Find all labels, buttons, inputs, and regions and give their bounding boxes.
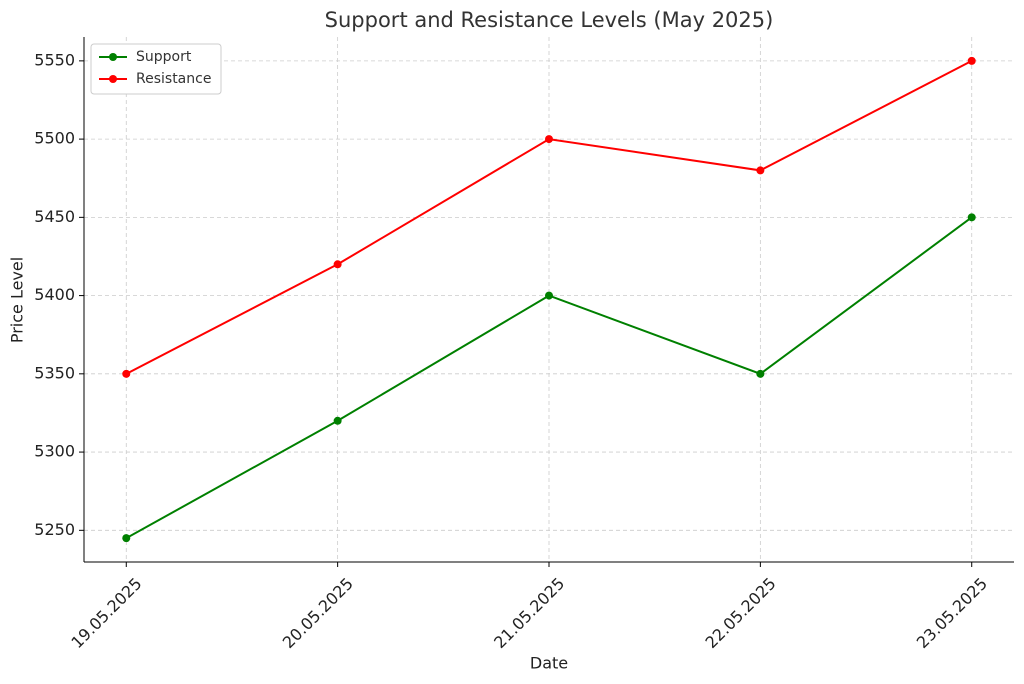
x-tick-label: 21.05.2025 bbox=[490, 574, 568, 652]
data-point bbox=[333, 260, 342, 269]
y-tick-label: 5400 bbox=[34, 285, 75, 304]
data-point bbox=[122, 534, 131, 543]
data-point bbox=[122, 369, 131, 378]
legend-label: Support bbox=[136, 49, 192, 65]
legend: Support Resistance bbox=[90, 43, 222, 95]
legend-label: Resistance bbox=[136, 71, 211, 87]
y-tick-label: 5300 bbox=[34, 442, 75, 461]
data-point bbox=[333, 416, 342, 425]
data-point bbox=[967, 213, 976, 222]
y-tick-label: 5450 bbox=[34, 207, 75, 226]
data-point bbox=[545, 291, 553, 300]
x-axis-label: Date bbox=[530, 654, 568, 673]
y-tick-label: 5250 bbox=[34, 520, 75, 539]
legend-marker bbox=[109, 53, 117, 61]
y-tick-label: 5500 bbox=[34, 129, 75, 148]
x-tick-label: 20.05.2025 bbox=[279, 574, 357, 652]
data-point bbox=[545, 135, 553, 144]
x-tick-label: 19.05.2025 bbox=[67, 574, 145, 652]
y-axis-label: Price Level bbox=[8, 257, 27, 343]
series-line bbox=[125, 216, 973, 540]
data-point bbox=[967, 56, 976, 65]
data-point bbox=[756, 166, 765, 175]
legend-marker bbox=[109, 75, 117, 83]
chart-title: Support and Resistance Levels (May 2025) bbox=[325, 8, 774, 32]
y-tick-label: 5550 bbox=[34, 50, 75, 69]
x-tick-label: 23.05.2025 bbox=[913, 574, 991, 652]
y-tick-label: 5350 bbox=[34, 363, 75, 382]
data-point bbox=[756, 369, 765, 378]
x-tick-label: 22.05.2025 bbox=[701, 574, 779, 652]
